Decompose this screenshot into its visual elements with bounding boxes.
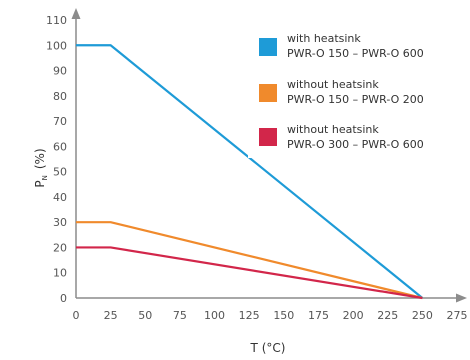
legend-label-with-heatsink-line1: with heatsink xyxy=(287,32,361,45)
y-tick-label: 110 xyxy=(46,14,67,27)
series-lines xyxy=(76,44,424,300)
legend-box xyxy=(248,22,445,158)
legend-swatch-with-heatsink xyxy=(259,38,277,56)
series-line-with-heatsink xyxy=(76,44,424,299)
y-tick-label: 20 xyxy=(53,241,67,254)
x-axis-label: T (°C) xyxy=(250,341,286,355)
series-line-without-heatsink-300-600 xyxy=(76,246,423,300)
x-tick-label: 200 xyxy=(343,309,364,322)
series-line-without-heatsink-150-200 xyxy=(76,221,423,300)
legend-label-with-heatsink-line2: PWR-O 150 – PWR-O 600 xyxy=(287,47,424,60)
x-tick-label: 0 xyxy=(73,309,80,322)
x-tick-label: 50 xyxy=(138,309,152,322)
y-tick-label: 50 xyxy=(53,166,67,179)
x-tick-label: 225 xyxy=(377,309,398,322)
y-tick-label: 100 xyxy=(46,39,67,52)
y-tick-label: 30 xyxy=(53,216,67,229)
legend-label-without-heatsink-150-200-line2: PWR-O 150 – PWR-O 200 xyxy=(287,93,424,106)
legend-label-without-heatsink-300-600-line1: without heatsink xyxy=(287,123,379,136)
y-tick-label: 70 xyxy=(53,115,67,128)
y-axis-label-unit: (%) xyxy=(33,148,47,169)
x-axis-arrow xyxy=(456,293,467,303)
legend-swatch-without-heatsink-150-200 xyxy=(259,84,277,102)
legend: with heatsink PWR-O 150 – PWR-O 600 with… xyxy=(248,22,445,158)
x-tick-label: 275 xyxy=(447,309,468,322)
legend-swatch-without-heatsink-300-600 xyxy=(259,128,277,146)
x-tick-label: 175 xyxy=(308,309,329,322)
y-tick-labels: 0 10 20 30 40 50 60 70 80 90 100 110 xyxy=(46,14,67,305)
legend-label-without-heatsink-300-600-line2: PWR-O 300 – PWR-O 600 xyxy=(287,138,424,151)
y-tick-label: 80 xyxy=(53,90,67,103)
x-tick-label: 125 xyxy=(239,309,260,322)
x-tick-label: 25 xyxy=(104,309,118,322)
y-axis-arrow xyxy=(71,8,81,19)
x-tick-label: 100 xyxy=(204,309,225,322)
svg-text:PN(%): PN (%) xyxy=(33,148,49,187)
y-tick-label: 10 xyxy=(53,267,67,280)
x-tick-label: 75 xyxy=(173,309,187,322)
x-tick-labels: 0 25 50 75 100 125 150 175 200 225 250 275 xyxy=(73,309,468,322)
axes xyxy=(71,8,467,303)
y-tick-label: 40 xyxy=(53,191,67,204)
y-axis-label-main: P xyxy=(33,180,47,187)
y-axis-label-sub: N xyxy=(41,175,49,180)
x-tick-label: 150 xyxy=(273,309,294,322)
y-tick-label: 0 xyxy=(60,292,67,305)
x-tick-label: 250 xyxy=(412,309,433,322)
y-tick-label: 90 xyxy=(53,65,67,78)
legend-label-without-heatsink-150-200-line1: without heatsink xyxy=(287,78,379,91)
y-axis-label: PN (%) xyxy=(33,148,49,187)
y-tick-label: 60 xyxy=(53,140,67,153)
